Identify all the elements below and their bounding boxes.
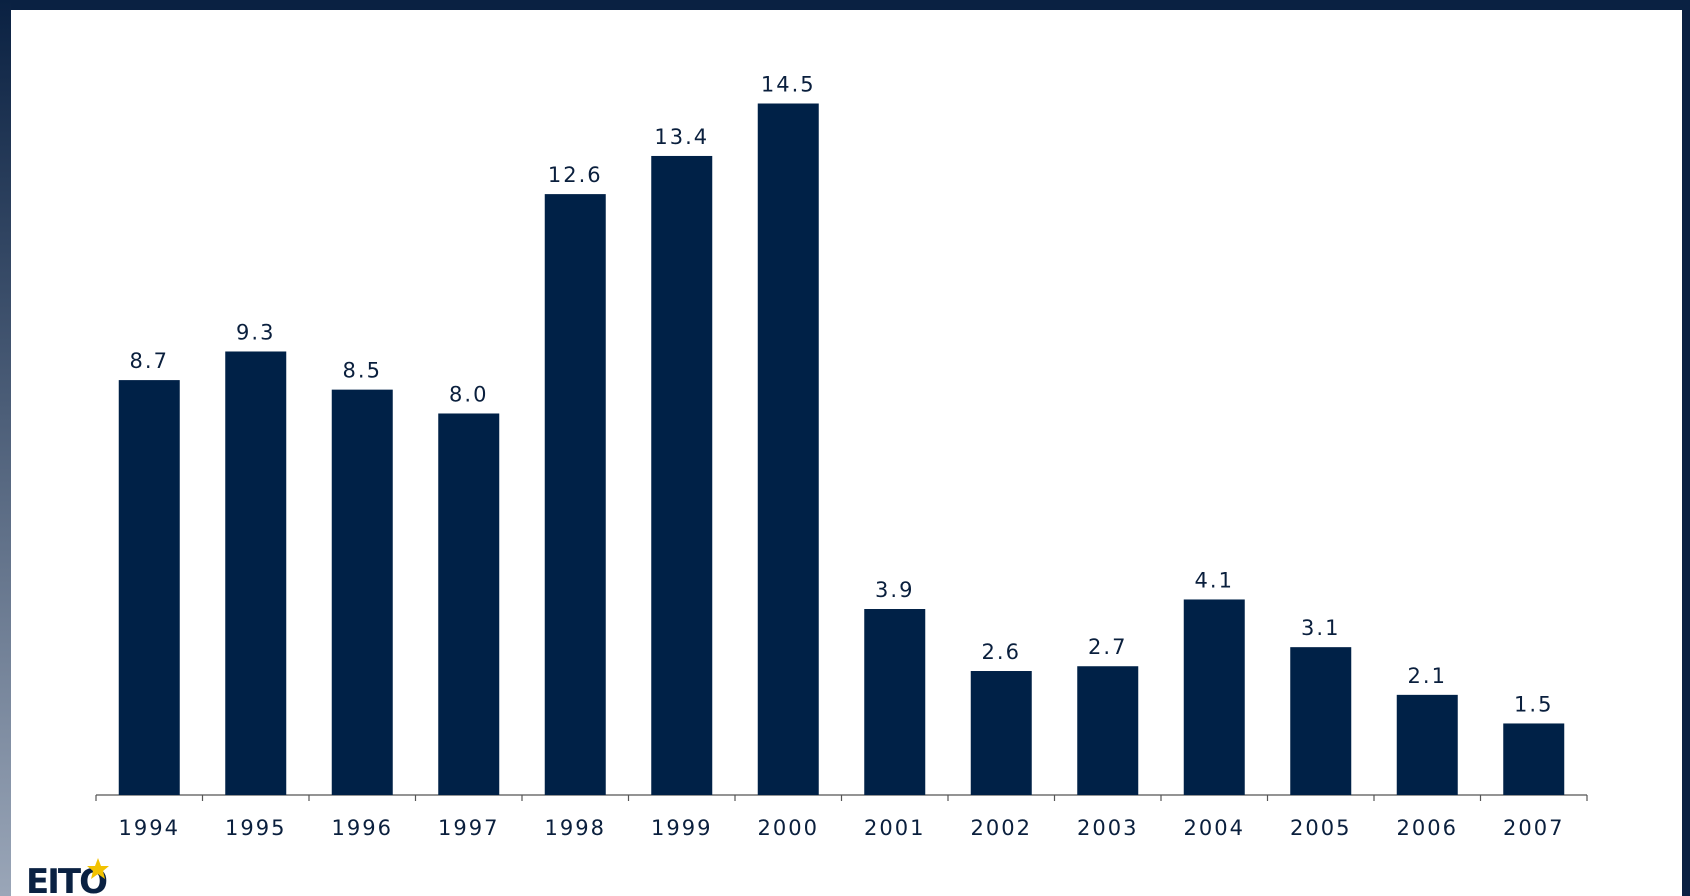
bar: [1077, 666, 1139, 795]
x-tick-label: 2007: [1503, 816, 1564, 840]
bar: [864, 609, 926, 795]
bar: [225, 351, 287, 795]
left-frame: [0, 0, 11, 896]
bar: [438, 413, 500, 795]
value-label: 12.6: [548, 163, 603, 187]
x-tick-label: 2001: [864, 816, 925, 840]
bar: [331, 389, 393, 795]
value-label: 3.1: [1301, 616, 1340, 640]
x-tick-label: 1996: [332, 816, 393, 840]
x-tick-label: 2006: [1397, 816, 1458, 840]
bar: [757, 103, 819, 795]
x-tick-label: 1999: [651, 816, 712, 840]
value-label: 2.7: [1088, 635, 1127, 659]
right-frame: [1682, 0, 1690, 896]
value-label: 3.9: [875, 578, 914, 602]
value-label: 9.3: [236, 320, 275, 344]
logo-star: [87, 858, 109, 879]
x-tick-label: 2005: [1290, 816, 1351, 840]
bar: [651, 155, 713, 795]
x-tick-label: 2002: [971, 816, 1032, 840]
bar: [970, 671, 1032, 795]
x-tick-label: 2004: [1184, 816, 1245, 840]
x-tick-label: 1994: [119, 816, 180, 840]
value-label: 8.7: [130, 349, 169, 373]
value-label: 2.6: [982, 640, 1021, 664]
bar: [1396, 694, 1458, 795]
x-tick-label: 1995: [225, 816, 286, 840]
x-tick-label: 2003: [1077, 816, 1138, 840]
bar: [1290, 647, 1352, 795]
value-label: 13.4: [654, 125, 709, 149]
value-label: 4.1: [1195, 568, 1234, 592]
value-label: 14.5: [761, 73, 816, 97]
x-tick-label: 1997: [438, 816, 499, 840]
value-label: 1.5: [1514, 692, 1553, 716]
bar: [544, 194, 606, 795]
x-tick-label: 2000: [758, 816, 819, 840]
bar: [1503, 723, 1565, 795]
value-label: 8.0: [449, 382, 488, 406]
value-label: 8.5: [343, 359, 382, 383]
bar: [1183, 599, 1245, 795]
bar: [118, 380, 180, 795]
value-label: 2.1: [1408, 664, 1447, 688]
x-tick-label: 1998: [545, 816, 606, 840]
top-frame: [0, 0, 1690, 10]
